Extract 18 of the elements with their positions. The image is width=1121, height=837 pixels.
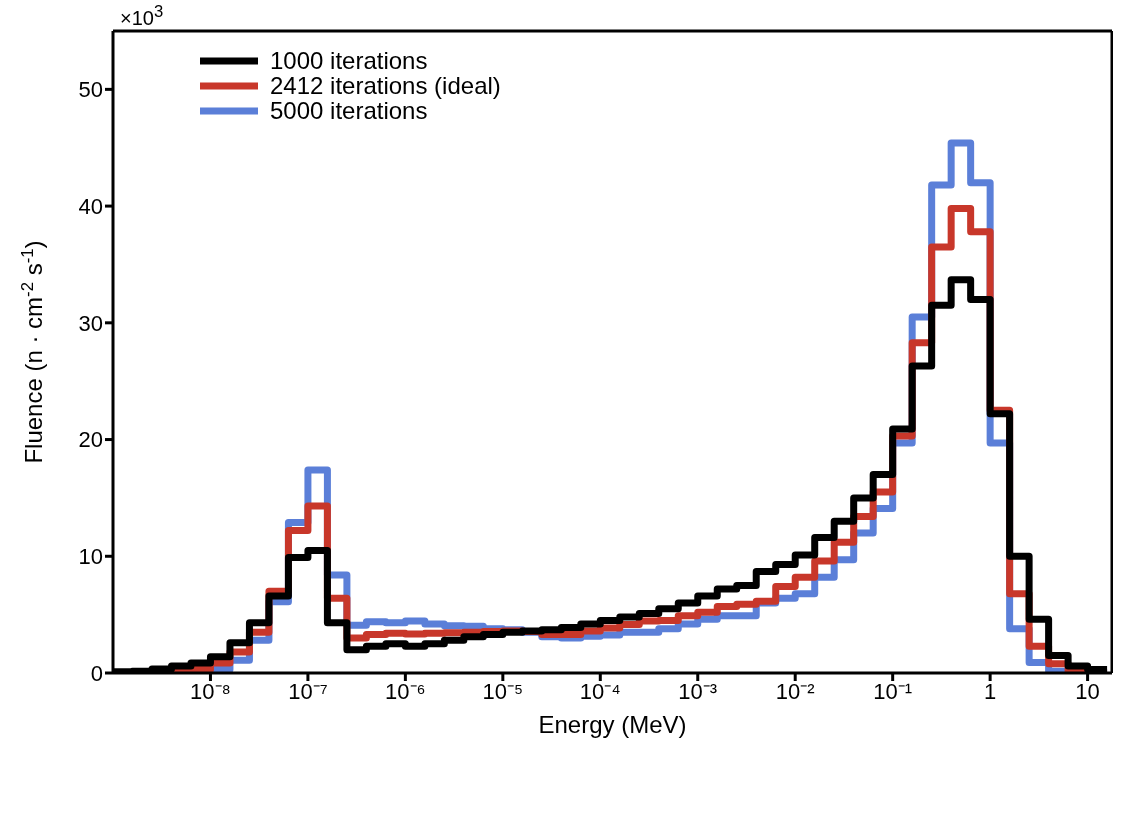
text: ×10$^{3}$ bbox=[120, 2, 164, 30]
y-tick-label: 50 bbox=[78, 77, 103, 103]
y-tick-label: 40 bbox=[78, 193, 103, 219]
x-tick-label: 10⁻⁸ bbox=[190, 678, 231, 704]
x-axis-title: Energy (MeV) bbox=[538, 711, 687, 738]
x-tick-label: 10⁻⁴ bbox=[579, 678, 621, 704]
y-tick-label: 30 bbox=[78, 310, 103, 336]
x-tick-label: 10 bbox=[1075, 678, 1100, 704]
y-tick-label: 20 bbox=[78, 427, 103, 453]
x-tick-label: 1 bbox=[984, 678, 997, 704]
x-tick-label: 10⁻² bbox=[775, 678, 815, 704]
y-tick-label: 0 bbox=[90, 660, 103, 686]
y-tick-label: 10 bbox=[78, 544, 103, 570]
x-tick-label: 10⁻⁵ bbox=[482, 678, 524, 704]
x-tick-label: 10⁻³ bbox=[678, 678, 718, 704]
x-tick-label: 10⁻⁷ bbox=[288, 678, 328, 704]
x-tick-label: 10⁻¹ bbox=[873, 678, 913, 704]
x-tick-label: 10⁻⁶ bbox=[385, 678, 426, 704]
